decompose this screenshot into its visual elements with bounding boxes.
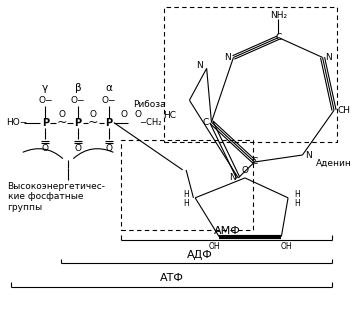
Text: H: H [184,190,189,198]
Text: O−: O− [38,96,53,105]
Text: O: O [74,144,81,153]
Text: HC: HC [163,111,176,120]
Text: АМФ: АМФ [214,226,241,236]
Text: N: N [224,53,231,62]
Text: C: C [202,118,209,127]
Text: H: H [294,190,300,198]
Text: АДФ: АДФ [187,250,212,259]
Text: P: P [74,118,81,128]
Text: H: H [184,199,189,208]
Text: O: O [241,165,248,175]
Bar [121,140,253,230]
Text: O: O [90,110,97,119]
Text: CH: CH [338,106,350,115]
Text: O: O [121,110,128,119]
Text: −CH₂: −CH₂ [140,118,162,127]
Text: C: C [275,33,282,42]
Text: H: H [294,199,300,208]
Text: Рибоза: Рибоза [133,100,165,109]
Text: P: P [42,118,49,128]
Text: N: N [197,61,203,70]
Text: α: α [105,83,112,93]
Text: NH₂: NH₂ [270,11,287,20]
Text: OH: OH [208,242,220,251]
Text: O: O [134,110,141,119]
Text: Аденин: Аденин [316,158,352,168]
Text: N: N [325,53,332,62]
Text: O: O [105,144,112,153]
Text: N: N [229,173,236,183]
Text: АТФ: АТФ [160,273,184,283]
Text: O: O [58,110,65,119]
Text: HO−: HO− [6,118,28,127]
Text: OH: OH [281,242,292,251]
Text: ~: ~ [88,116,98,129]
Text: P: P [105,118,112,128]
Text: O−: O− [101,96,116,105]
Text: ~: ~ [56,116,67,129]
Bar [164,7,337,142]
Text: N: N [305,150,312,160]
Text: C: C [251,157,258,167]
Text: γ: γ [42,83,48,93]
Text: β: β [74,83,81,93]
Text: Высокоэнергетичес-
кие фосфатные
группы: Высокоэнергетичес- кие фосфатные группы [8,182,106,212]
Text: O−: O− [71,96,85,105]
Text: O: O [42,144,49,153]
